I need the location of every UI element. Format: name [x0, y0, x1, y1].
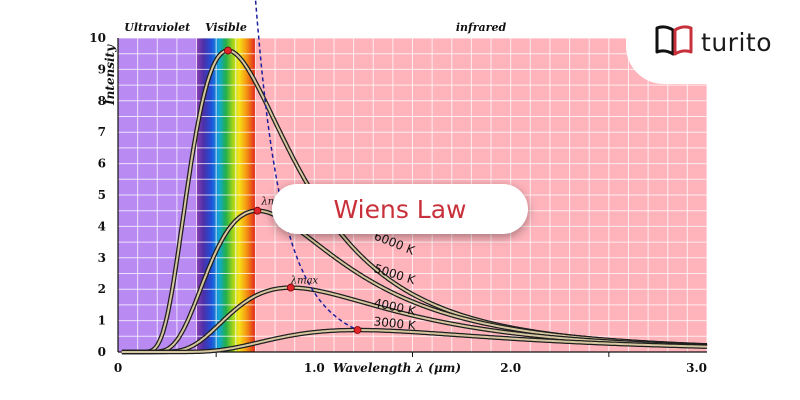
x-tick-label: 1.0 — [304, 361, 325, 375]
peak-marker — [286, 283, 295, 292]
wien-peak-locus — [254, 0, 358, 331]
brand-name: turito — [701, 27, 772, 57]
x-tick-label: 0 — [114, 361, 122, 375]
title-banner: Wiens Law — [272, 184, 528, 234]
y-tick-label: 5 — [98, 188, 106, 202]
x-tick-label: 2.0 — [500, 361, 521, 375]
x-axis-title: Wavelength λ (μm) — [333, 361, 461, 375]
y-tick-label: 0 — [98, 345, 106, 359]
radiation-curves — [120, 48, 709, 355]
region-label-visible: Visible — [205, 21, 247, 34]
lambda-max-label: λmax — [290, 276, 319, 287]
y-tick-labels: 0 1 2 3 4 5 6 7 8 9 10 — [89, 31, 106, 359]
y-tick-label: 3 — [98, 251, 106, 265]
y-axis-title: Intensity — [103, 44, 117, 106]
y-tick-label: 4 — [98, 219, 106, 233]
curve-3000k — [121, 329, 708, 353]
open-book-icon — [654, 23, 694, 61]
y-tick-label: 2 — [98, 282, 106, 296]
peak-marker — [253, 206, 262, 215]
y-tick-label: 7 — [98, 125, 106, 139]
y-tick-label: 1 — [98, 314, 106, 328]
turito-logo: turito — [626, 0, 800, 84]
peak-markers — [224, 46, 362, 334]
curve-label: 3000 K — [373, 314, 418, 332]
x-tick-label: 3.0 — [686, 361, 707, 375]
x-tick-labels: 0 1.0 2.0 3.0 — [114, 352, 707, 375]
y-tick-label: 10 — [89, 31, 106, 45]
region-label-infrared: infrared — [456, 21, 507, 34]
banner-title: Wiens Law — [333, 194, 467, 224]
y-tick-label: 6 — [98, 157, 106, 171]
peak-marker — [224, 46, 232, 55]
region-label-ultraviolet: Ultraviolet — [124, 21, 190, 34]
peak-marker — [353, 326, 362, 334]
y-tick-label: 9 — [98, 62, 106, 76]
y-tick-label: 8 — [98, 94, 106, 108]
